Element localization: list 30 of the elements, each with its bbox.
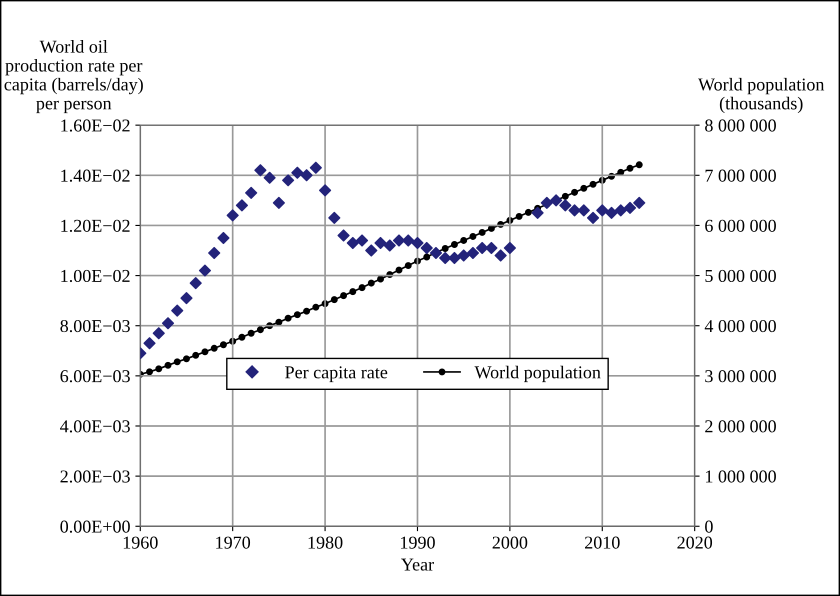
y2-tick-label: 5 000 000 bbox=[705, 270, 776, 282]
y-tick-label: 1.20E−02 bbox=[61, 220, 130, 232]
y2-axis-title: World population (thousands) bbox=[698, 78, 824, 114]
y-tick-label: 2.00E−03 bbox=[60, 470, 130, 483]
y-tick-label: 1.40E−02 bbox=[61, 170, 130, 182]
y2-tick-label: 2 000 000 bbox=[705, 420, 776, 432]
x-tick-label: 1960 bbox=[124, 536, 158, 549]
y2-tick-label: 4 000 000 bbox=[704, 320, 776, 332]
x-tick-label: 2010 bbox=[585, 536, 620, 549]
y2-tick-label: 3 000 000 bbox=[705, 370, 776, 382]
y-tick-label: 0.00E+00 bbox=[60, 520, 130, 533]
y2-tick-label: 0 bbox=[705, 520, 713, 533]
y-tick-label: 6.00E−03 bbox=[60, 370, 130, 382]
y2-tick-label: 7 000 000 bbox=[706, 170, 776, 182]
y-tick-label: 1.00E−02 bbox=[61, 270, 130, 282]
y2-tick-label: 1 000 000 bbox=[706, 470, 776, 483]
y-tick-label: 1.60E−02 bbox=[61, 119, 130, 132]
x-tick-label: 2020 bbox=[677, 536, 712, 549]
y2-tick-label: 6 000 000 bbox=[705, 220, 776, 232]
legend-label: Per capita rate bbox=[285, 366, 388, 382]
legend-label: World population bbox=[474, 366, 601, 382]
x-tick-label: 1980 bbox=[308, 536, 342, 549]
y2-tick-label: 8 000 000 bbox=[705, 119, 776, 132]
x-tick-label: 1970 bbox=[216, 536, 250, 549]
y-tick-label: 8.00E−03 bbox=[60, 320, 130, 332]
y-axis-title: World oil production rate per capita (barrels/day) per person bbox=[4, 40, 143, 114]
y-tick-label: 4.00E−03 bbox=[60, 420, 130, 433]
x-tick-label: 1990 bbox=[401, 536, 435, 549]
x-axis-title: Year bbox=[401, 558, 434, 571]
x-tick-label: 2000 bbox=[492, 536, 528, 549]
